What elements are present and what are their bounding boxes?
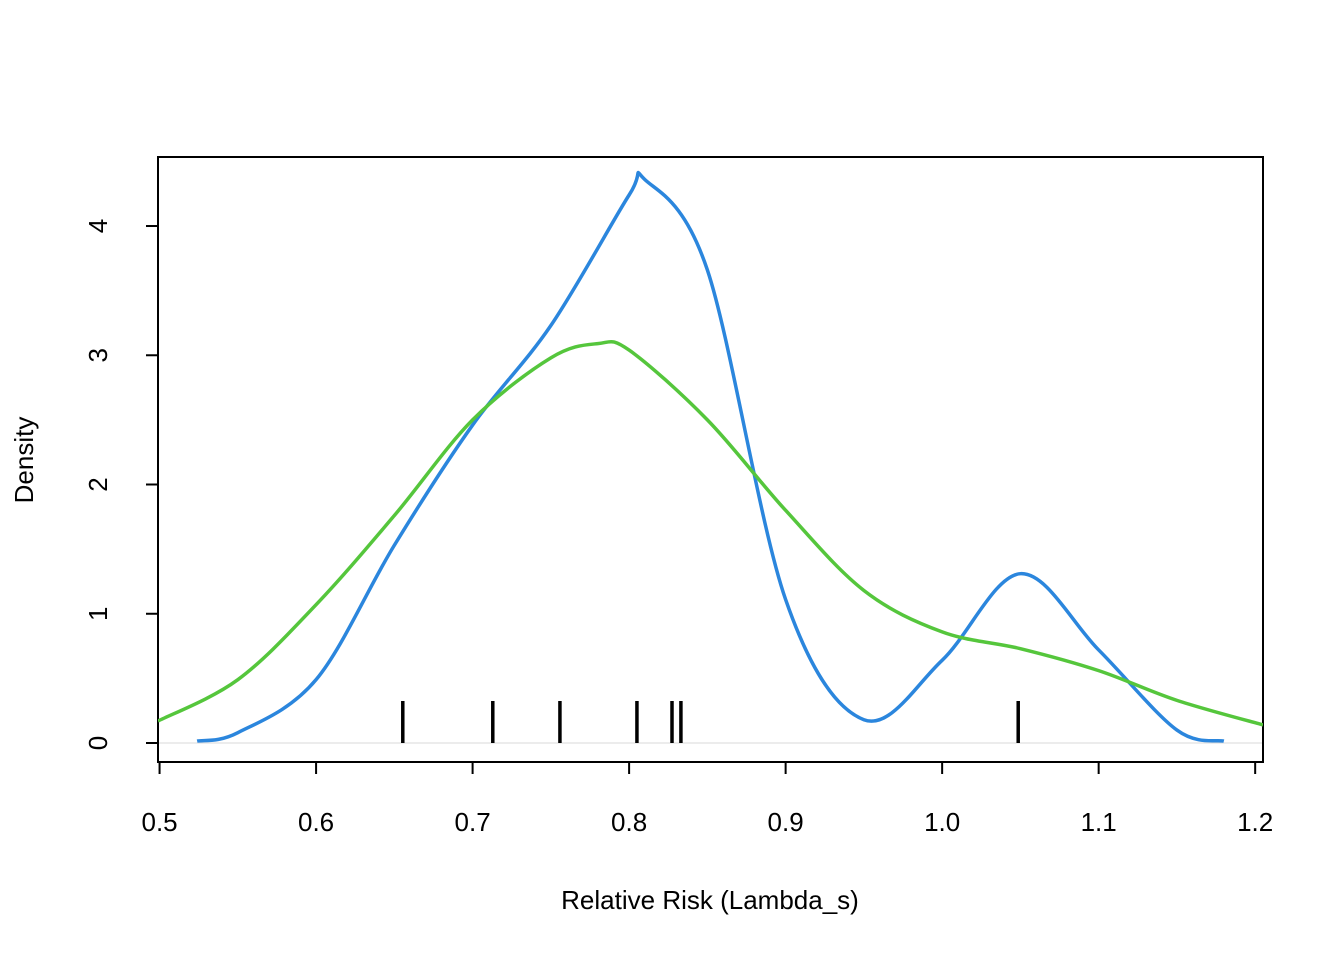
x-tick-label: 1.2 bbox=[1237, 807, 1273, 837]
x-tick-label: 0.8 bbox=[611, 807, 647, 837]
x-tick-label: 0.7 bbox=[455, 807, 491, 837]
y-tick-label: 2 bbox=[83, 477, 113, 491]
x-axis-label: Relative Risk (Lambda_s) bbox=[561, 885, 859, 915]
y-tick-label: 3 bbox=[83, 348, 113, 362]
y-axis-label: Density bbox=[9, 417, 39, 504]
density-line bbox=[158, 339, 1263, 727]
y-tick-label: 1 bbox=[83, 607, 113, 621]
x-tick-label: 1.0 bbox=[924, 807, 960, 837]
y-tick-label: 0 bbox=[83, 736, 113, 750]
plot-frame bbox=[157, 156, 1264, 763]
y-tick-label: 4 bbox=[83, 219, 113, 233]
x-tick-label: 1.1 bbox=[1081, 807, 1117, 837]
x-tick-label: 0.5 bbox=[141, 807, 177, 837]
density-line bbox=[196, 170, 1225, 743]
x-tick-label: 0.9 bbox=[768, 807, 804, 837]
x-tick-label: 0.6 bbox=[298, 807, 334, 837]
